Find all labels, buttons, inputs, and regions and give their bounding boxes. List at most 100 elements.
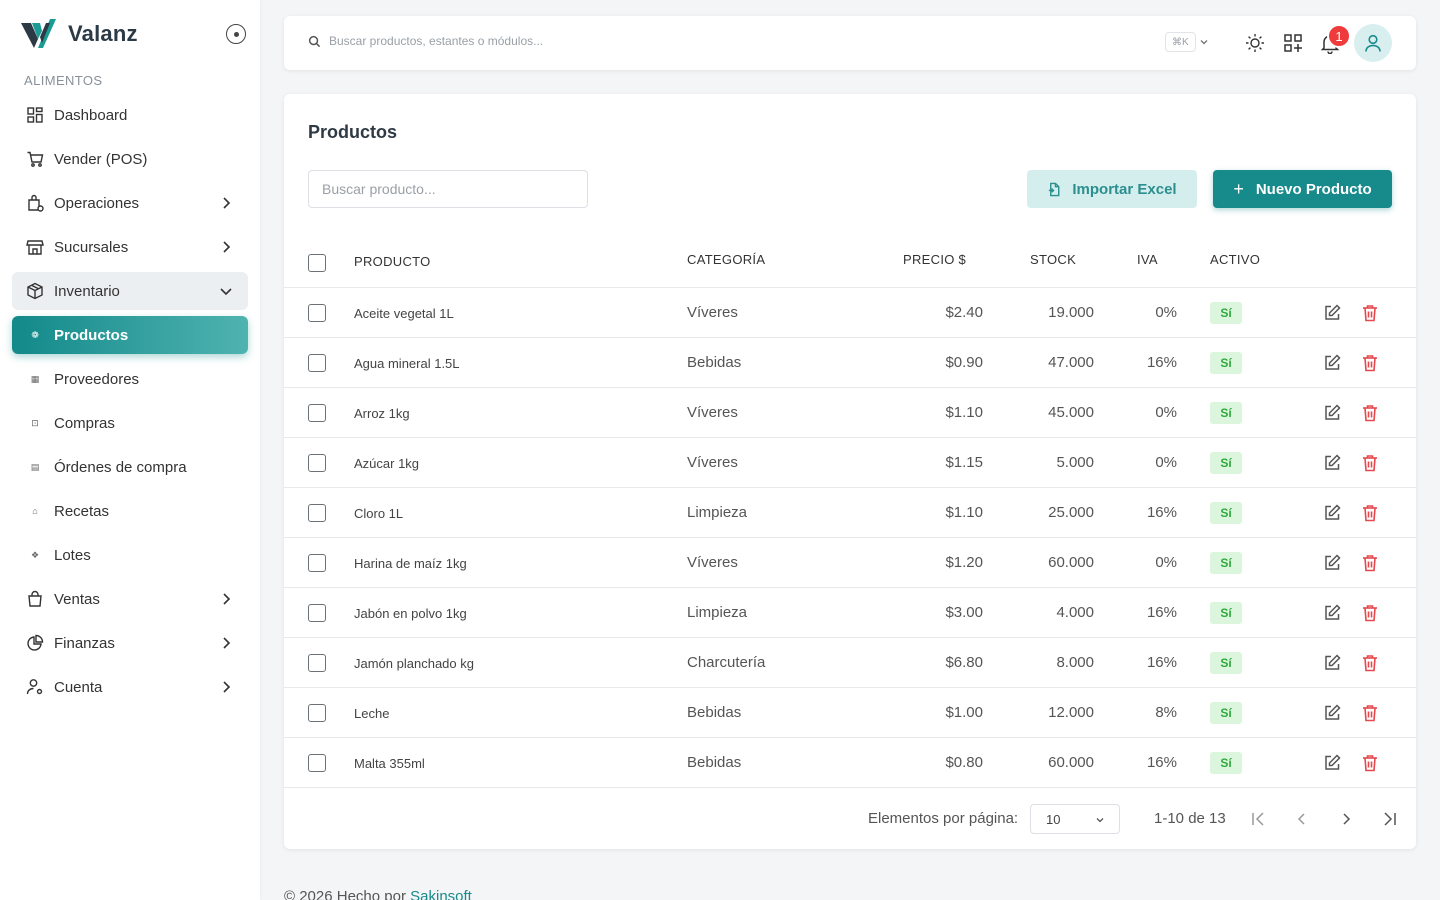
sidebar-toggle-icon[interactable]	[226, 24, 246, 44]
edit-icon[interactable]	[1322, 703, 1342, 723]
status-badge: Sí	[1210, 652, 1242, 674]
row-checkbox[interactable]	[308, 354, 326, 372]
row-checkbox[interactable]	[308, 654, 326, 672]
table-row[interactable]: Jamón planchado kg Charcutería $6.80 8.000 1…	[284, 638, 1416, 688]
trash-icon[interactable]	[1360, 703, 1380, 723]
cell-iva: 0%	[1155, 404, 1177, 421]
cell-stock: 25.000	[1048, 504, 1094, 521]
cell-stock: 19.000	[1048, 304, 1094, 321]
column-header-producto[interactable]: PRODUCTO	[354, 254, 431, 269]
trash-icon[interactable]	[1360, 553, 1380, 573]
sidebar-item-label: Operaciones	[54, 194, 140, 212]
sidebar-item-dashboard[interactable]: Dashboard	[12, 96, 248, 134]
last-page-icon[interactable]	[1380, 809, 1400, 829]
sidebar-item-ventas[interactable]: Ventas	[12, 580, 248, 618]
trash-icon[interactable]	[1360, 303, 1380, 323]
edit-icon[interactable]	[1322, 403, 1342, 423]
status-badge: Sí	[1210, 702, 1242, 724]
row-checkbox[interactable]	[308, 504, 326, 522]
edit-icon[interactable]	[1322, 503, 1342, 523]
per-page-select[interactable]: 10	[1030, 804, 1120, 834]
edit-icon[interactable]	[1322, 453, 1342, 473]
sidebar-item-lotes[interactable]: ❖ Lotes	[12, 536, 248, 574]
sidebar-item-compras[interactable]: ⊡ Compras	[12, 404, 248, 442]
next-page-icon[interactable]	[1336, 809, 1356, 829]
table-row[interactable]: Azúcar 1kg Víveres $1.15 5.000 0% Sí	[284, 438, 1416, 488]
cell-price: $1.00	[945, 704, 983, 721]
trash-icon[interactable]	[1360, 753, 1380, 773]
sidebar-item-label: Ventas	[54, 590, 100, 608]
row-checkbox[interactable]	[308, 604, 326, 622]
row-checkbox[interactable]	[308, 304, 326, 322]
sidebar-item-label: Inventario	[54, 282, 120, 300]
row-checkbox[interactable]	[308, 754, 326, 772]
footer-link[interactable]: Sakinsoft	[410, 888, 472, 900]
sidebar-item-recetas[interactable]: ⌂ Recetas	[12, 492, 248, 530]
select-all-checkbox[interactable]	[308, 254, 326, 272]
cell-price: $1.10	[945, 404, 983, 421]
edit-icon[interactable]	[1322, 653, 1342, 673]
sidebar-item-productos[interactable]: ❁ Productos	[12, 316, 248, 354]
table-row[interactable]: Agua mineral 1.5L Bebidas $0.90 47.000 16% Sí	[284, 338, 1416, 388]
edit-icon[interactable]	[1322, 353, 1342, 373]
sidebar-item-operaciones[interactable]: Operaciones	[12, 184, 248, 222]
cell-price: $2.40	[945, 304, 983, 321]
avatar[interactable]	[1354, 24, 1392, 62]
page-title: Productos	[308, 122, 398, 142]
trash-icon[interactable]	[1360, 403, 1380, 423]
sidebar-item-proveedores[interactable]: ▦ Proveedores	[12, 360, 248, 398]
product-search-input[interactable]	[308, 170, 588, 208]
brand[interactable]: Valanz	[20, 16, 138, 52]
user-icon	[1365, 34, 1381, 52]
trash-icon[interactable]	[1360, 503, 1380, 523]
trash-icon[interactable]	[1360, 653, 1380, 673]
chevron-down-icon	[1096, 818, 1104, 823]
edit-icon[interactable]	[1322, 753, 1342, 773]
global-search-input[interactable]	[329, 34, 729, 48]
import-excel-button[interactable]: Importar Excel	[1027, 170, 1197, 208]
sidebar-item-sucursales[interactable]: Sucursales	[12, 228, 248, 266]
global-search	[308, 34, 729, 48]
cell-stock: 60.000	[1048, 554, 1094, 571]
apps-grid-icon[interactable]	[1282, 32, 1304, 54]
column-header-activo[interactable]: ACTIVO	[1210, 252, 1261, 267]
sidebar-item-finanzas[interactable]: Finanzas	[12, 624, 248, 662]
sidebar-item-ordenes-de-compra[interactable]: ▤ Órdenes de compra	[12, 448, 248, 486]
row-checkbox[interactable]	[308, 404, 326, 422]
trash-icon[interactable]	[1360, 353, 1380, 373]
row-checkbox[interactable]	[308, 704, 326, 722]
column-header-precio[interactable]: PRECIO $	[903, 252, 967, 267]
theme-sun-icon[interactable]	[1244, 32, 1266, 54]
edit-icon[interactable]	[1322, 303, 1342, 323]
table-row[interactable]: Aceite vegetal 1L Víveres $2.40 19.000 0% Sí	[284, 288, 1416, 338]
column-header-categoria[interactable]: CATEGORÍA	[687, 252, 766, 267]
row-checkbox[interactable]	[308, 554, 326, 572]
cell-category: Charcutería	[687, 654, 766, 671]
row-checkbox[interactable]	[308, 454, 326, 472]
edit-icon[interactable]	[1322, 603, 1342, 623]
trash-icon[interactable]	[1360, 453, 1380, 473]
sidebar-item-label: Finanzas	[54, 634, 115, 652]
column-header-iva[interactable]: IVA	[1137, 252, 1158, 267]
table-row[interactable]: Leche Bebidas $1.00 12.000 8% Sí	[284, 688, 1416, 738]
sidebar-item-cuenta[interactable]: Cuenta	[12, 668, 248, 706]
table-row[interactable]: Malta 355ml Bebidas $0.80 60.000 16% Sí	[284, 738, 1416, 788]
column-header-stock[interactable]: STOCK	[1030, 252, 1077, 267]
edit-icon[interactable]	[1322, 553, 1342, 573]
sidebar-item-inventario[interactable]: Inventario	[12, 272, 248, 310]
prev-page-icon[interactable]	[1292, 809, 1312, 829]
cell-category: Bebidas	[687, 754, 742, 771]
cell-product: Arroz 1kg	[354, 406, 410, 421]
table-row[interactable]: Cloro 1L Limpieza $1.10 25.000 16% Sí	[284, 488, 1416, 538]
table-row[interactable]: Jabón en polvo 1kg Limpieza $3.00 4.000 16% S…	[284, 588, 1416, 638]
table-row[interactable]: Harina de maíz 1kg Víveres $1.20 60.000 0% Sí	[284, 538, 1416, 588]
cell-category: Bebidas	[687, 354, 742, 371]
table-row[interactable]: Arroz 1kg Víveres $1.10 45.000 0% Sí	[284, 388, 1416, 438]
sidebar-item-vender-pos[interactable]: Vender (POS)	[12, 140, 248, 178]
cell-price: $1.15	[945, 454, 983, 471]
cell-price: $3.00	[945, 604, 983, 621]
new-product-button[interactable]: + Nuevo Producto	[1213, 170, 1392, 208]
first-page-icon[interactable]	[1248, 809, 1268, 829]
chevron-down-icon[interactable]	[1198, 36, 1210, 48]
trash-icon[interactable]	[1360, 603, 1380, 623]
